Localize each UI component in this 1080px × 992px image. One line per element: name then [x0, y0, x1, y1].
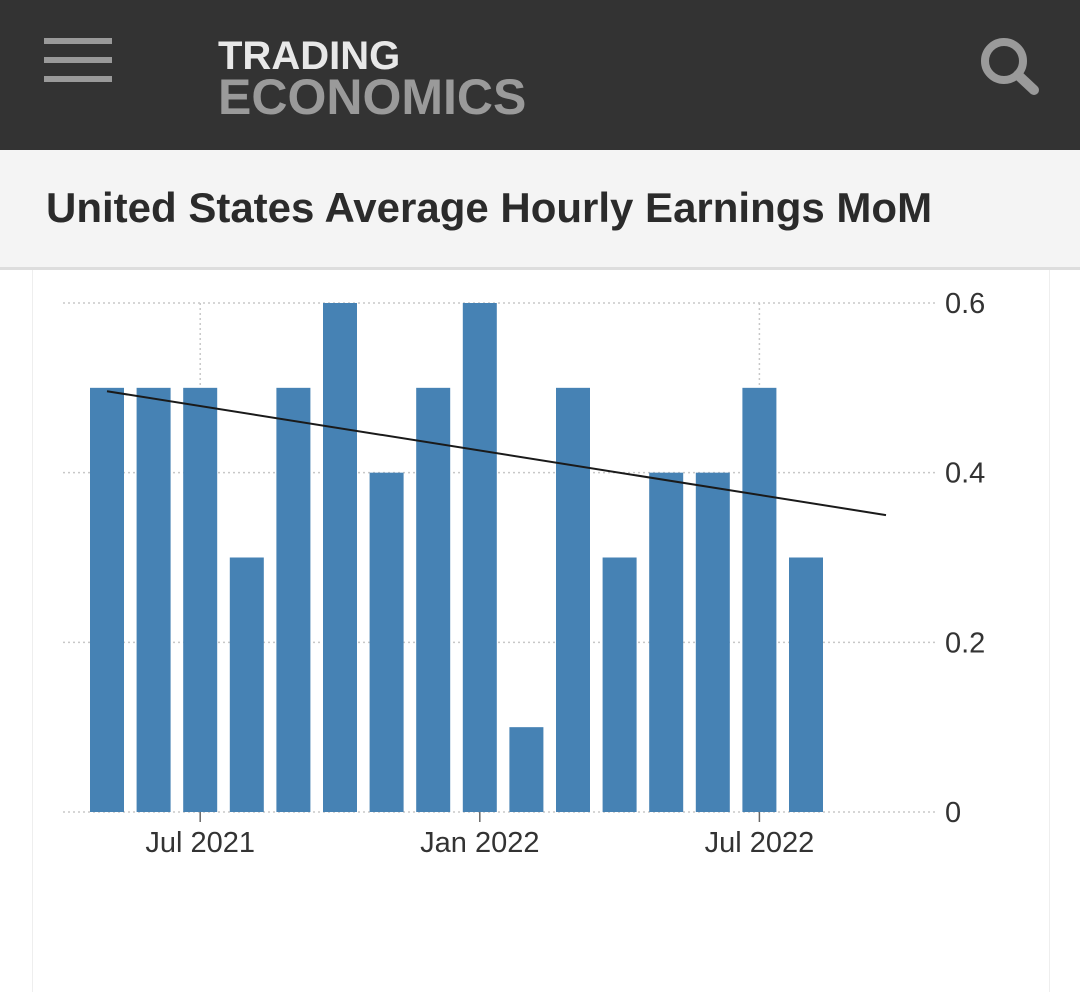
search-icon[interactable] [978, 36, 1042, 96]
bar [90, 387, 124, 812]
logo-line-economics: ECONOMICS [218, 69, 527, 125]
x-tick-label: Jul 2021 [145, 827, 255, 859]
bar [649, 472, 684, 812]
bar-chart: 0 0.2 0.4 0.6 Jul 2021 Jan 2022 Jul 2022 [63, 288, 985, 859]
bar [509, 727, 544, 812]
chart-panel: 0 0.2 0.4 0.6 Jul 2021 Jan 2022 Jul 2022 [32, 270, 1050, 992]
y-tick-label: 0.6 [945, 288, 985, 320]
x-tick-label: Jan 2022 [420, 827, 539, 859]
bar [183, 387, 218, 812]
bar [416, 387, 451, 812]
hamburger-menu-icon[interactable] [44, 38, 112, 82]
bar [229, 557, 264, 812]
bar [462, 303, 497, 812]
top-navigation-bar: TRADING ECONOMICS [0, 0, 1080, 150]
bar [789, 557, 823, 812]
bar [602, 557, 637, 812]
site-logo[interactable]: TRADING ECONOMICS [218, 36, 526, 122]
y-tick-label: 0 [945, 797, 961, 829]
trend-line [106, 390, 887, 517]
bar [695, 472, 730, 812]
logo-line-trading: TRADING [218, 34, 401, 78]
bar [556, 387, 590, 812]
bar [742, 387, 777, 812]
bar [276, 387, 311, 812]
y-tick-label: 0.2 [945, 627, 985, 659]
bar [369, 472, 404, 812]
bar [136, 387, 171, 812]
y-tick-label: 0.4 [945, 458, 985, 490]
bar [323, 303, 357, 812]
title-band [0, 150, 1080, 270]
page-title: United States Average Hourly Earnings Mo… [46, 184, 933, 231]
x-tick-label: Jul 2022 [705, 827, 815, 859]
